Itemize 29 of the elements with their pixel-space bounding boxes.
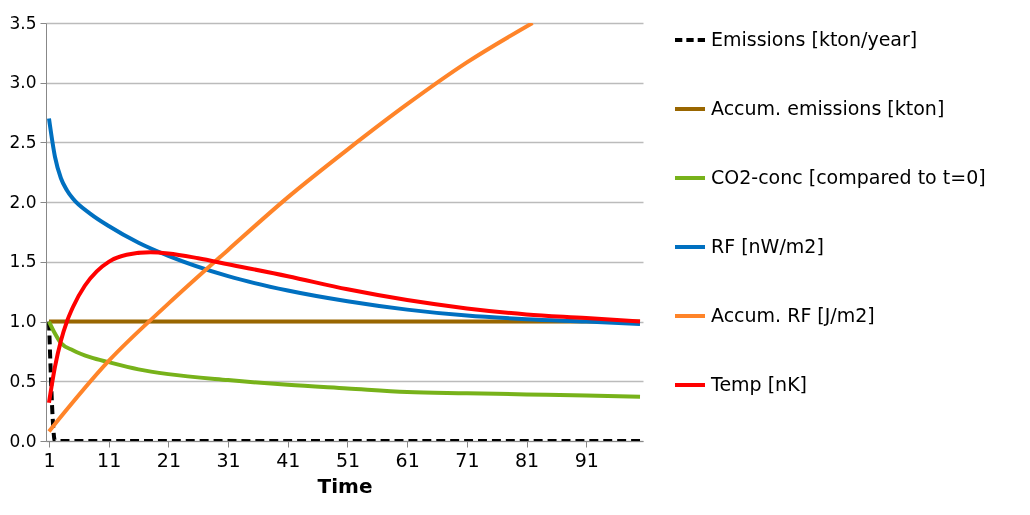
x-tick-label: 1 [43,448,56,471]
line-series [46,319,643,399]
x-tick-label: 21 [156,448,181,471]
line-series [46,250,643,405]
y-tick-label: 2.5 [9,131,37,152]
x-tick-label: 61 [395,448,420,471]
x-tick-label: 91 [574,448,599,471]
legend-label: Accum. RF [J/m2] [711,304,875,326]
x-tick-label: 71 [455,448,480,471]
y-tick-label: 0.5 [9,370,37,391]
line-series [46,23,535,434]
legend-label: CO2-conc [compared to t=0] [711,166,986,188]
legend-label: RF [nW/m2] [711,235,824,257]
x-tick-label: 11 [97,448,122,471]
x-tick-label: 41 [276,448,301,471]
x-axis-title: Time [317,473,373,498]
y-tick-label: 1.0 [9,311,37,332]
line-series [46,116,643,326]
legend-label: Emissions [kton/year] [711,28,918,50]
x-tick-label: 81 [514,448,540,471]
x-tick-label: 31 [216,448,241,471]
x-tick-label: 51 [335,448,361,471]
legend-label: Temp [nK] [710,373,808,395]
y-tick-label: 3.0 [9,72,37,93]
y-tick-label: 2.0 [9,191,37,212]
y-tick-label: 3.5 [9,12,37,33]
y-tick-label: 1.5 [9,251,37,272]
y-tick-label: 0.0 [9,430,37,451]
legend-label: Accum. emissions [kton] [711,97,945,119]
